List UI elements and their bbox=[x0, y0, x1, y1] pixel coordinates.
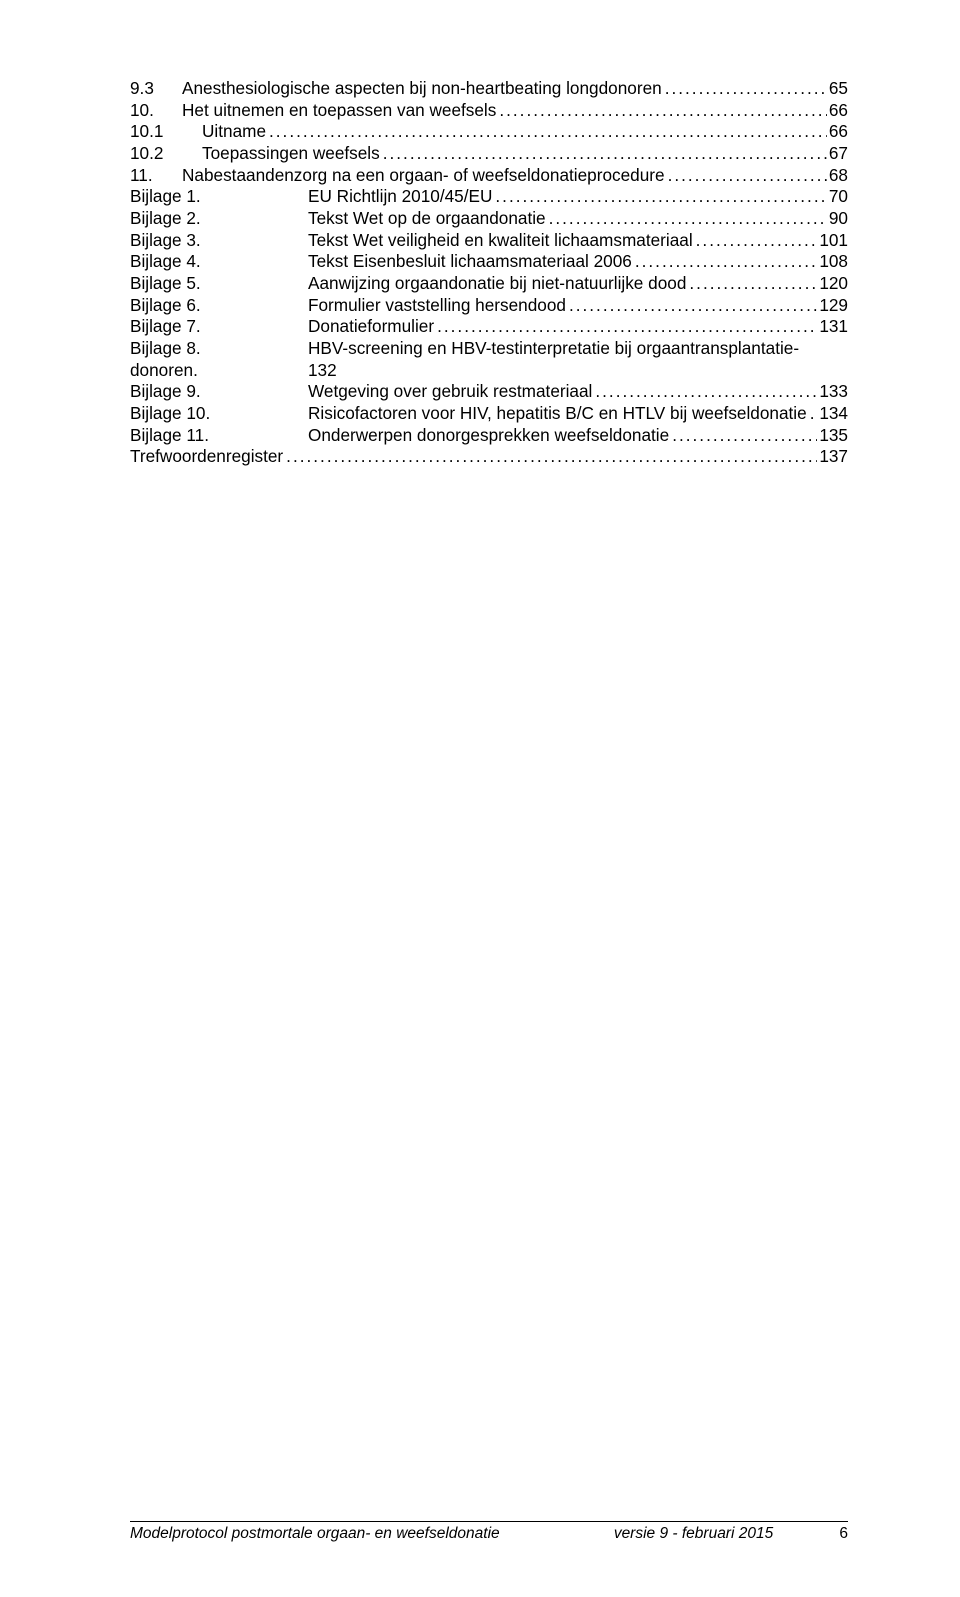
document-page: 9.3Anesthesiologische aspecten bij non-h… bbox=[0, 0, 960, 1597]
toc-entry-page: 134 bbox=[817, 403, 848, 425]
footer-doc-title: Modelprotocol postmortale orgaan- en wee… bbox=[130, 1525, 500, 1543]
footer-page-number: 6 bbox=[839, 1525, 848, 1543]
toc-entry-title: Tekst Eisenbesluit lichaamsmateriaal 200… bbox=[308, 251, 632, 273]
toc-leader-dots: ........................................… bbox=[669, 425, 817, 447]
toc-entry-number: Bijlage 8. bbox=[130, 338, 308, 360]
toc-entry: Bijlage 3.Tekst Wet veiligheid en kwalit… bbox=[130, 230, 848, 252]
toc-entry: Bijlage 7.Donatieformulier..............… bbox=[130, 316, 848, 338]
toc-entry: Bijlage 8. HBV-screening en HBV-testinte… bbox=[130, 338, 848, 360]
toc-entry-number: 10. bbox=[130, 100, 182, 122]
toc-entry-title: Tekst Wet veiligheid en kwaliteit lichaa… bbox=[308, 230, 693, 252]
toc-entry: Bijlage 11.Onderwerpen donorgesprekken w… bbox=[130, 425, 848, 447]
toc-entry-title: Trefwoordenregister bbox=[130, 446, 283, 468]
table-of-contents: 9.3Anesthesiologische aspecten bij non-h… bbox=[130, 78, 848, 468]
toc-entry-page: 66 bbox=[827, 121, 848, 143]
toc-entry-title: Anesthesiologische aspecten bij non-hear… bbox=[182, 78, 662, 100]
toc-entry: Bijlage 5.Aanwijzing orgaandonatie bij n… bbox=[130, 273, 848, 295]
toc-entry-number: Bijlage 10. bbox=[130, 403, 308, 425]
toc-entry-number: Bijlage 3. bbox=[130, 230, 308, 252]
toc-leader-dots: ........................................… bbox=[686, 273, 817, 295]
toc-entry-title: Aanwijzing orgaandonatie bij niet-natuur… bbox=[308, 273, 686, 295]
toc-entry-page: 66 bbox=[827, 100, 848, 122]
toc-entry-page: 65 bbox=[827, 78, 848, 100]
toc-leader-dots: ........................................… bbox=[496, 100, 827, 122]
toc-entry-title: Onderwerpen donorgesprekken weefseldonat… bbox=[308, 425, 669, 447]
toc-entry: 10.1Uitname.............................… bbox=[130, 121, 848, 143]
footer-version: versie 9 - februari 2015 bbox=[500, 1525, 840, 1543]
toc-leader-dots: ........................................… bbox=[592, 381, 817, 403]
toc-entry: Bijlage 2.Tekst Wet op de orgaandonatie.… bbox=[130, 208, 848, 230]
toc-entry: Bijlage 9.Wetgeving over gebruik restmat… bbox=[130, 381, 848, 403]
toc-entry-page: 131 bbox=[817, 316, 848, 338]
toc-entry: 11.Nabestaandenzorg na een orgaan- of we… bbox=[130, 165, 848, 187]
toc-leader-dots: ........................................… bbox=[434, 316, 817, 338]
toc-entry-page: 90 bbox=[827, 208, 848, 230]
toc-entry-page: 70 bbox=[827, 186, 848, 208]
toc-entry-title: Nabestaandenzorg na een orgaan- of weefs… bbox=[182, 165, 665, 187]
toc-leader-dots: ........................................… bbox=[632, 251, 817, 273]
toc-leader-dots: ........................................… bbox=[662, 78, 827, 100]
toc-entry: Trefwoordenregister.....................… bbox=[130, 446, 848, 468]
toc-entry-page: 135 bbox=[817, 425, 848, 447]
toc-entry-page: 101 bbox=[817, 230, 848, 252]
toc-entry-number: 11. bbox=[130, 165, 182, 187]
toc-entry-number: Bijlage 1. bbox=[130, 186, 308, 208]
footer-rule bbox=[130, 1521, 848, 1522]
toc-leader-dots: ........................................… bbox=[283, 446, 817, 468]
toc-entry-title: Toepassingen weefsels bbox=[202, 143, 380, 165]
toc-entry-number: Bijlage 7. bbox=[130, 316, 308, 338]
toc-entry-number: Bijlage 6. bbox=[130, 295, 308, 317]
toc-leader-dots: ........................................… bbox=[380, 143, 827, 165]
toc-entry-page: 129 bbox=[817, 295, 848, 317]
toc-entry-page: 133 bbox=[817, 381, 848, 403]
toc-entry-title: 132 bbox=[308, 360, 337, 382]
toc-entry-number: 10.1 bbox=[130, 121, 202, 143]
toc-entry-page: 120 bbox=[817, 273, 848, 295]
toc-entry-title: EU Richtlijn 2010/45/EU bbox=[308, 186, 492, 208]
toc-entry-number: Bijlage 4. bbox=[130, 251, 308, 273]
toc-leader-dots: ........................................… bbox=[566, 295, 817, 317]
toc-entry-title: Formulier vaststelling hersendood bbox=[308, 295, 566, 317]
toc-entry: Bijlage 1.EU Richtlijn 2010/45/EU.......… bbox=[130, 186, 848, 208]
toc-entry: Bijlage 10.Risicofactoren voor HIV, hepa… bbox=[130, 403, 848, 425]
toc-entry-number: Bijlage 2. bbox=[130, 208, 308, 230]
page-footer: Modelprotocol postmortale orgaan- en wee… bbox=[0, 1521, 960, 1543]
toc-leader-dots: ........................................… bbox=[492, 186, 826, 208]
toc-entry: 10.Het uitnemen en toepassen van weefsel… bbox=[130, 100, 848, 122]
toc-entry-title: Risicofactoren voor HIV, hepatitis B/C e… bbox=[308, 403, 807, 425]
toc-entry-title: Donatieformulier bbox=[308, 316, 434, 338]
toc-entry-page: 68 bbox=[827, 165, 848, 187]
toc-entry-title: Uitname bbox=[202, 121, 266, 143]
toc-entry: Bijlage 4.Tekst Eisenbesluit lichaamsmat… bbox=[130, 251, 848, 273]
toc-entry-title: HBV-screening en HBV-testinterpretatie b… bbox=[308, 338, 799, 360]
toc-entry-page: 67 bbox=[827, 143, 848, 165]
toc-entry-number: Bijlage 5. bbox=[130, 273, 308, 295]
toc-entry: 9.3Anesthesiologische aspecten bij non-h… bbox=[130, 78, 848, 100]
toc-leader-dots: ........................................… bbox=[665, 165, 827, 187]
toc-leader-dots: ........................................… bbox=[266, 121, 827, 143]
toc-entry: 10.2Toepassingen weefsels...............… bbox=[130, 143, 848, 165]
toc-entry-title: Het uitnemen en toepassen van weefsels bbox=[182, 100, 496, 122]
toc-entry-title: Wetgeving over gebruik restmateriaal bbox=[308, 381, 592, 403]
toc-entry-number: Bijlage 9. bbox=[130, 381, 308, 403]
toc-entry: Bijlage 6.Formulier vaststelling hersend… bbox=[130, 295, 848, 317]
toc-entry-number: donoren. bbox=[130, 360, 308, 382]
toc-entry-number: 10.2 bbox=[130, 143, 202, 165]
toc-leader-dots: ........................................… bbox=[807, 403, 818, 425]
toc-entry: donoren.132.............................… bbox=[130, 360, 848, 382]
toc-entry-title: Tekst Wet op de orgaandonatie bbox=[308, 208, 546, 230]
footer-line: Modelprotocol postmortale orgaan- en wee… bbox=[130, 1525, 848, 1543]
toc-entry-page: 108 bbox=[817, 251, 848, 273]
toc-entry-number: Bijlage 11. bbox=[130, 425, 308, 447]
toc-entry-page: 137 bbox=[817, 446, 848, 468]
toc-leader-dots: ........................................… bbox=[693, 230, 818, 252]
toc-entry-number: 9.3 bbox=[130, 78, 182, 100]
toc-leader-dots: ........................................… bbox=[546, 208, 827, 230]
